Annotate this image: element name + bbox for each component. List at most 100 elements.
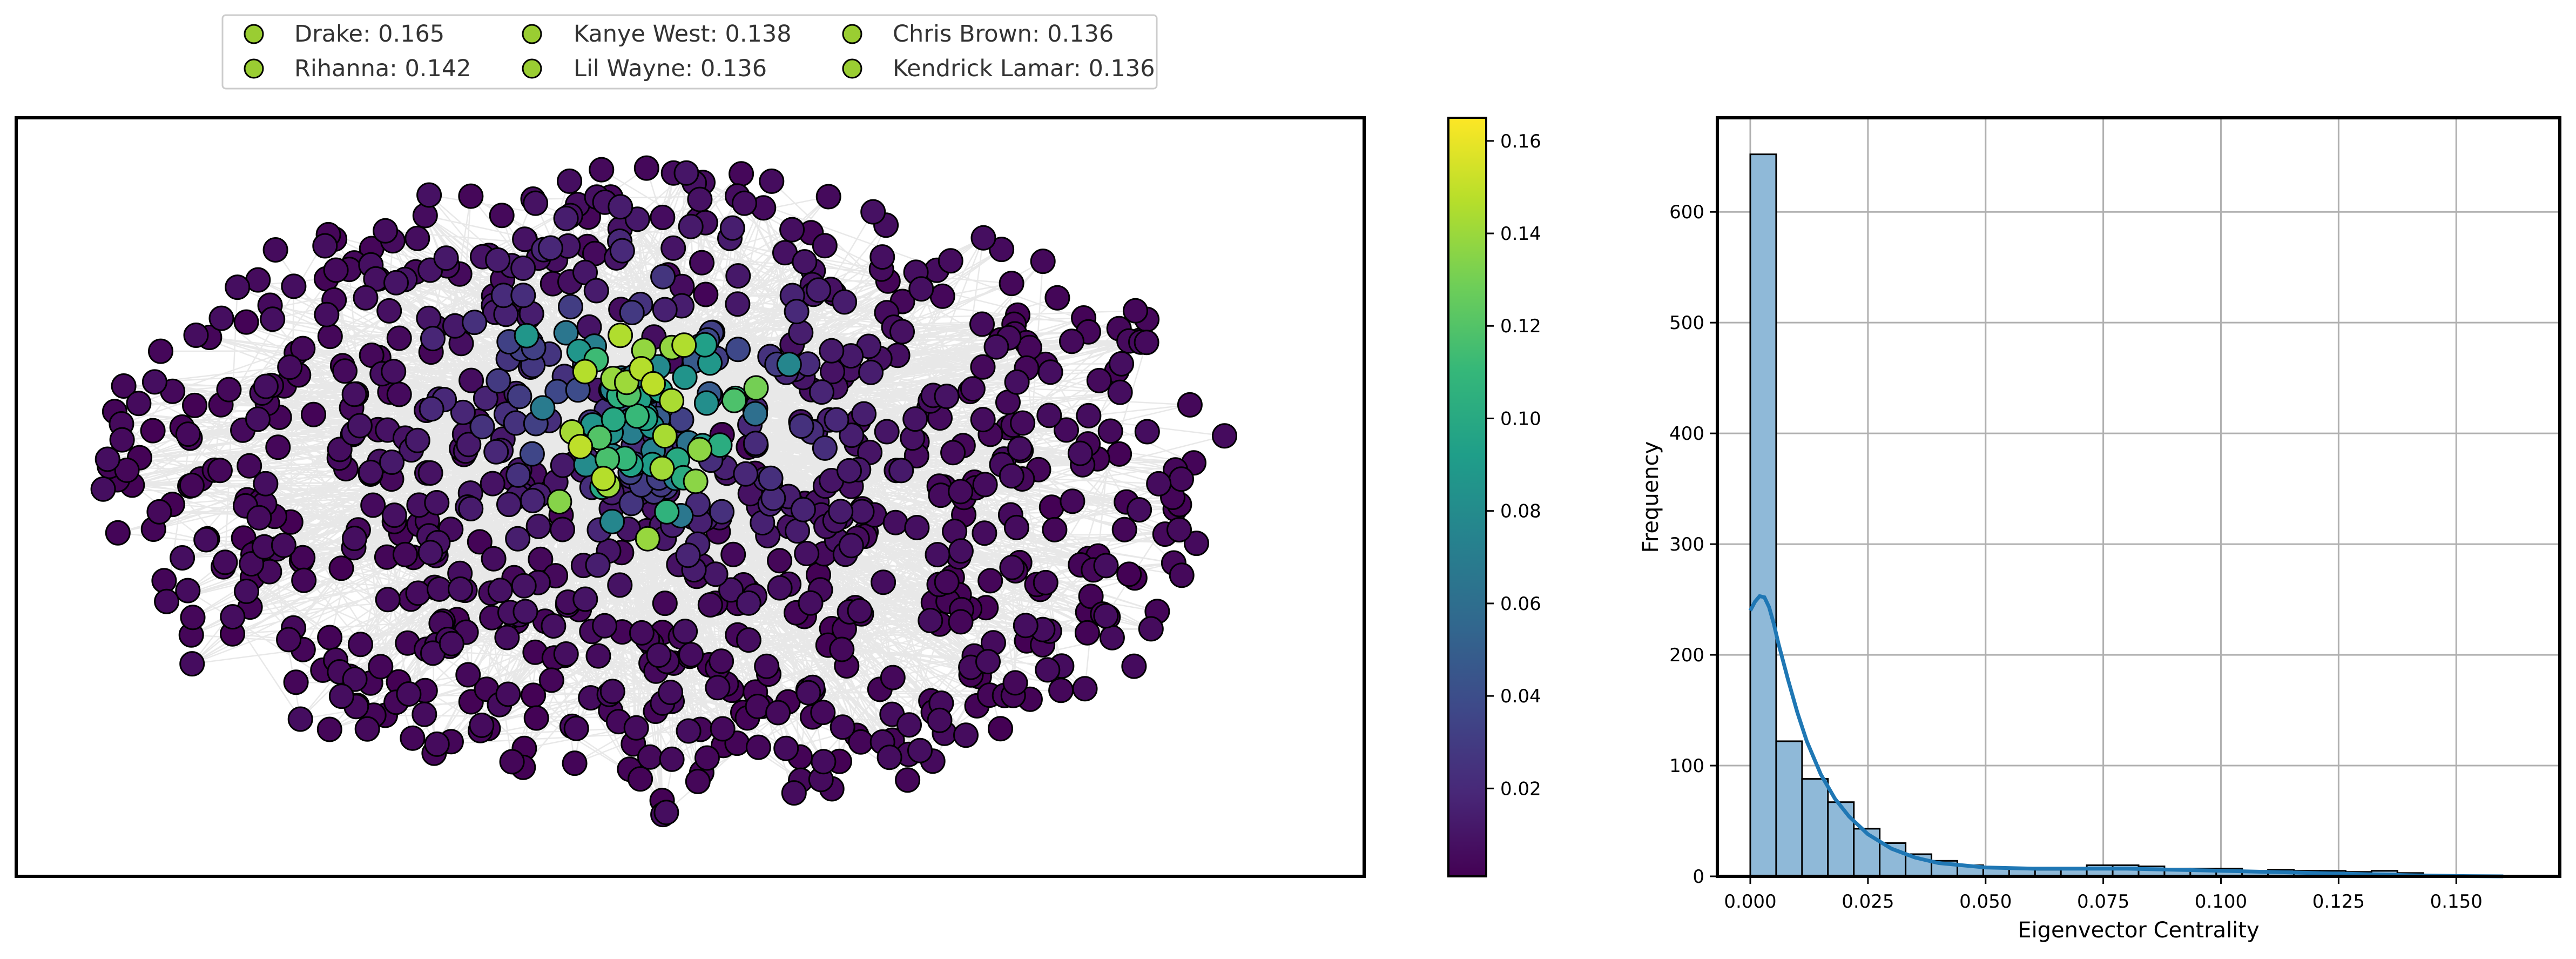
network-node	[1007, 435, 1033, 461]
network-node	[1078, 584, 1104, 609]
network-node	[383, 270, 409, 296]
y-tick-label: 300	[1669, 534, 1704, 555]
legend-entry: Rihanna: 0.142	[244, 55, 471, 82]
legend-marker	[842, 24, 862, 44]
network-node	[806, 277, 832, 303]
histogram-bar	[1749, 153, 1777, 877]
network-node	[795, 680, 821, 706]
network-node	[1072, 676, 1098, 702]
network-node	[725, 263, 751, 289]
network-node	[811, 749, 837, 775]
network-node	[975, 649, 1001, 675]
network-node	[1109, 351, 1134, 377]
network-node	[419, 396, 444, 422]
network-node	[550, 517, 575, 542]
network-node	[314, 301, 340, 327]
network-node	[420, 326, 446, 352]
network-node	[239, 551, 265, 577]
network-node	[1127, 497, 1152, 523]
y-tick-label: 600	[1669, 202, 1704, 223]
network-node	[467, 529, 493, 555]
network-node	[851, 401, 877, 427]
network-node	[175, 578, 201, 603]
network-node	[510, 283, 536, 309]
network-node	[697, 592, 723, 618]
network-node	[904, 515, 930, 540]
network-node	[505, 462, 531, 488]
network-node	[938, 248, 963, 274]
network-node	[212, 549, 238, 575]
network-node	[729, 161, 754, 187]
network-node	[111, 373, 137, 399]
network-node	[404, 225, 430, 251]
network-node	[291, 567, 317, 593]
network-node	[469, 712, 495, 738]
network-node	[417, 540, 443, 566]
network-node	[507, 384, 532, 410]
network-node	[141, 369, 167, 395]
network-node	[908, 276, 934, 302]
network-node	[880, 665, 906, 690]
network-node	[458, 496, 484, 521]
network-node	[1004, 369, 1030, 395]
network-node	[628, 766, 653, 792]
network-node	[424, 731, 450, 757]
network-node	[847, 598, 873, 623]
network-node	[538, 667, 564, 693]
network-node	[379, 450, 405, 475]
colorbar-tick-label: 0.16	[1500, 131, 1541, 152]
network-node	[170, 545, 195, 571]
legend-label: Chris Brown: 0.136	[893, 21, 1114, 48]
network-node	[819, 338, 845, 364]
network-node	[637, 744, 663, 770]
network-node	[216, 377, 242, 403]
network-node	[940, 440, 966, 466]
network-node	[353, 285, 379, 311]
network-node	[553, 205, 579, 231]
colorbar-ticks: 0.02 0.04 0.06 0.08 0.10 0.12 0.14 0.16	[1486, 131, 1541, 800]
network-node	[283, 669, 309, 695]
network-node	[1086, 367, 1112, 393]
network-node	[585, 552, 611, 578]
colorbar-tick-label: 0.06	[1500, 593, 1541, 615]
network-node	[327, 437, 353, 462]
network-node	[373, 218, 399, 244]
network-node	[105, 520, 131, 546]
network-node	[381, 359, 407, 385]
network-node	[767, 575, 793, 601]
network-node	[970, 407, 996, 433]
network-node	[233, 309, 259, 335]
network-node	[1036, 403, 1062, 428]
network-node	[368, 654, 394, 680]
network-node	[871, 569, 896, 595]
network-node	[95, 446, 120, 472]
network-node	[1035, 657, 1061, 683]
network-node	[725, 291, 751, 317]
network-node	[341, 381, 367, 407]
network-node	[1169, 562, 1195, 588]
histogram-panel: 0.000 0.025 0.050 0.075 0.100 0.125 0.150 0 100…	[1638, 116, 2561, 943]
network-node	[510, 255, 536, 281]
network-node	[1166, 517, 1192, 542]
network-node	[572, 359, 598, 385]
network-node	[1121, 653, 1147, 679]
network-node	[649, 455, 675, 481]
network-node	[781, 780, 807, 806]
network-node	[396, 681, 422, 707]
network-node	[572, 259, 598, 285]
legend-label: Kanye West: 0.138	[574, 21, 792, 48]
network-node	[725, 337, 751, 363]
network-node	[710, 716, 736, 742]
legend-marker	[244, 58, 264, 79]
network-node	[405, 580, 431, 606]
network-node	[1138, 616, 1164, 642]
network-node	[193, 527, 219, 553]
network-node	[146, 499, 172, 525]
network-node	[225, 274, 251, 300]
network-node	[183, 323, 209, 348]
network-node	[970, 354, 996, 380]
network-node	[485, 247, 511, 273]
network-node	[718, 577, 744, 603]
network-node	[999, 554, 1025, 580]
network-node	[1107, 441, 1132, 467]
